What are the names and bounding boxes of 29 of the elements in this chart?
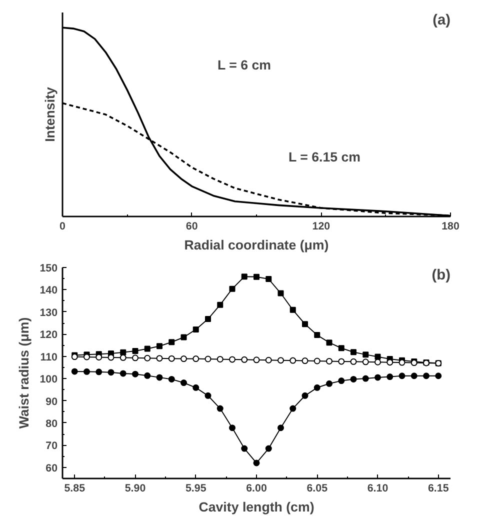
- x-tick-label: 5.95: [186, 482, 206, 494]
- x-tick-label: 5.85: [64, 482, 86, 494]
- x-axis-title: Cavity length (cm): [198, 500, 314, 514]
- y-tick-label: 130: [40, 306, 58, 319]
- y-tick-label: 80: [46, 418, 58, 430]
- y-axis-title: Intensity: [42, 86, 58, 142]
- y-tick-label: 100: [40, 374, 58, 386]
- y-tick-label: 110: [40, 351, 58, 364]
- x-tick-label: 60: [186, 220, 198, 232]
- annotation: L = 6.15 cm: [288, 150, 361, 164]
- annotation: (a): [432, 12, 451, 28]
- y-axis-title: Waist radius (μm): [16, 317, 32, 429]
- y-tick-label: 140: [40, 284, 58, 297]
- x-tick-label: 180: [442, 220, 460, 232]
- x-tick-label: 120: [312, 220, 330, 232]
- y-tick-label: 150: [40, 262, 58, 274]
- annotation: (b): [432, 268, 451, 284]
- x-tick-label: 0: [60, 220, 66, 232]
- y-tick-label: 70: [46, 440, 58, 452]
- x-tick-label: 6.05: [306, 482, 328, 494]
- x-tick-label: 6.10: [367, 482, 388, 494]
- x-tick-label: 6.15: [428, 482, 449, 494]
- x-tick-label: 5.90: [124, 482, 146, 494]
- y-tick-label: 60: [46, 462, 58, 474]
- x-axis-title: Radial coordinate (μm): [184, 238, 329, 252]
- y-tick-label: 90: [46, 396, 58, 408]
- annotation: L = 6 cm: [218, 58, 272, 72]
- y-tick-label: 120: [40, 329, 58, 342]
- x-tick-label: 6.00: [246, 482, 267, 494]
